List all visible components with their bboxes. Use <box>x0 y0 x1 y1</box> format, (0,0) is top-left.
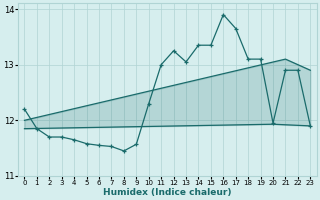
X-axis label: Humidex (Indice chaleur): Humidex (Indice chaleur) <box>103 188 232 197</box>
